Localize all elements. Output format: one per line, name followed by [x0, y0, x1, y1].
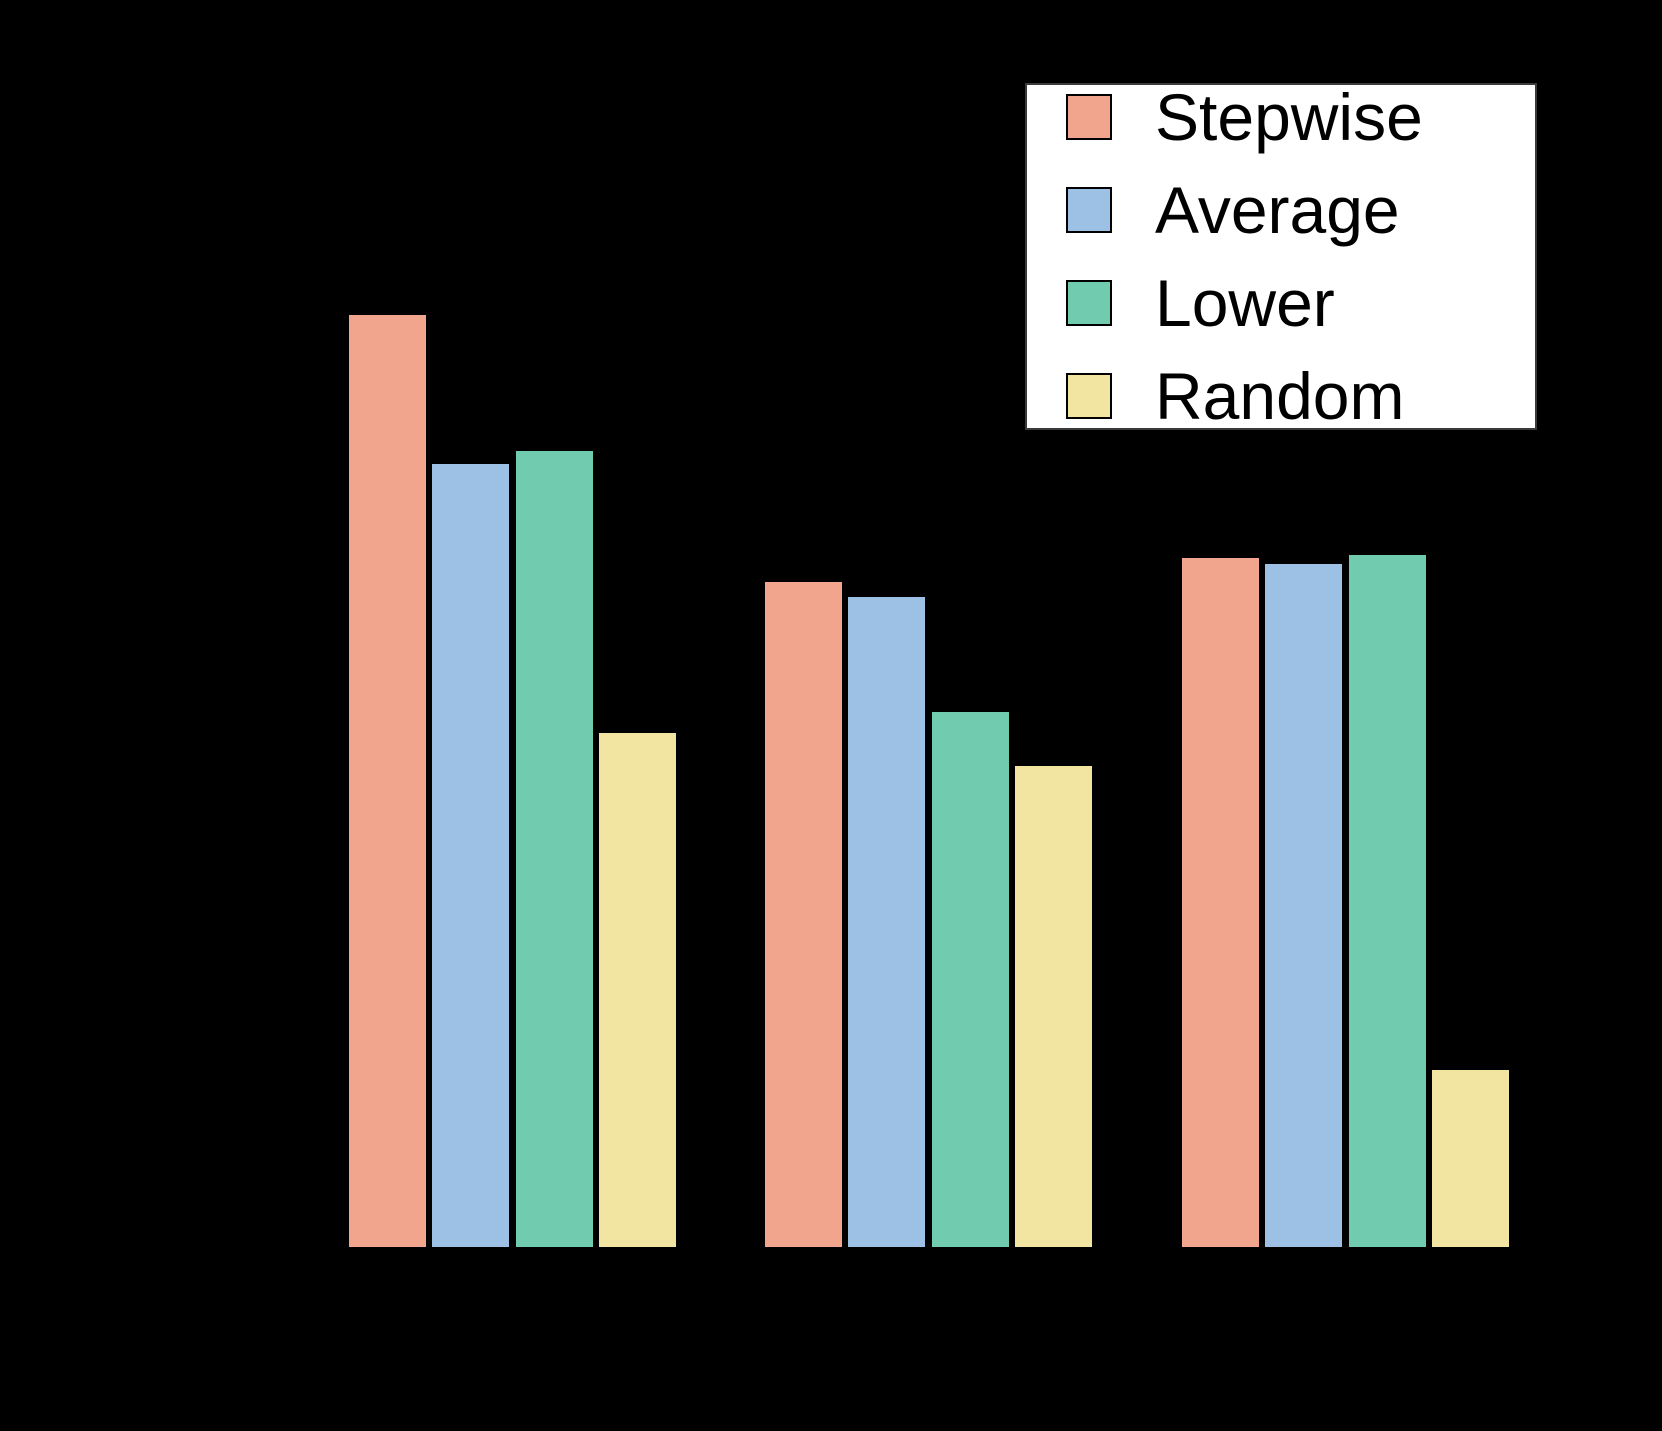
bar-random-group3: [1430, 1068, 1511, 1249]
legend-label-random: Random: [1155, 359, 1405, 433]
bar-average-group2: [846, 595, 927, 1249]
bar-average-group1: [430, 462, 511, 1249]
bar-average-group3: [1263, 562, 1344, 1249]
legend-swatch-average-icon: [1066, 187, 1112, 233]
legend-swatch-random-icon: [1066, 373, 1112, 419]
bar-stepwise-group3: [1180, 556, 1261, 1249]
legend-item-random: Random: [1066, 363, 1505, 429]
bar-random-group2: [1013, 764, 1094, 1249]
legend-item-stepwise: Stepwise: [1066, 84, 1505, 150]
bar-stepwise-group2: [763, 580, 844, 1249]
bar-lower-group2: [930, 710, 1011, 1249]
bar-lower-group1: [514, 449, 595, 1249]
legend-item-lower: Lower: [1066, 270, 1505, 336]
legend-label-stepwise: Stepwise: [1155, 80, 1423, 154]
bar-lower-group3: [1347, 553, 1428, 1249]
legend-label-average: Average: [1155, 173, 1400, 247]
legend-swatch-stepwise-icon: [1066, 94, 1112, 140]
bar-random-group1: [597, 731, 678, 1249]
legend-label-lower: Lower: [1155, 266, 1335, 340]
legend-swatch-lower-icon: [1066, 280, 1112, 326]
bar-stepwise-group1: [347, 313, 428, 1249]
legend-item-average: Average: [1066, 177, 1505, 243]
legend: Stepwise Average Lower Random: [1025, 83, 1537, 430]
